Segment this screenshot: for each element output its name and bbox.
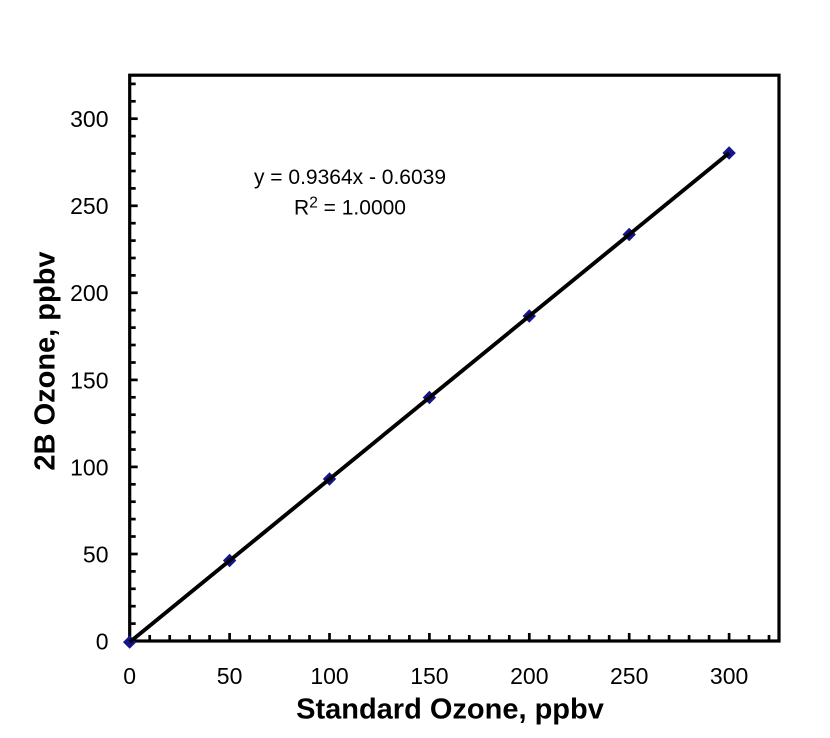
svg-text:2B Ozone, ppbv: 2B Ozone, ppbv bbox=[30, 251, 62, 470]
svg-text:y = 0.9364x - 0.6039: y = 0.9364x - 0.6039 bbox=[254, 166, 446, 189]
svg-text:150: 150 bbox=[70, 367, 108, 393]
svg-text:250: 250 bbox=[610, 663, 648, 689]
svg-text:300: 300 bbox=[710, 663, 748, 689]
svg-text:50: 50 bbox=[217, 663, 243, 689]
svg-text:200: 200 bbox=[510, 663, 548, 689]
svg-text:100: 100 bbox=[70, 454, 108, 480]
svg-text:250: 250 bbox=[70, 193, 108, 219]
svg-text:100: 100 bbox=[310, 663, 348, 689]
svg-text:0: 0 bbox=[96, 628, 109, 654]
svg-text:150: 150 bbox=[410, 663, 448, 689]
svg-text:200: 200 bbox=[70, 280, 108, 306]
svg-text:0: 0 bbox=[123, 663, 136, 689]
svg-text:R2 = 1.0000: R2 = 1.0000 bbox=[294, 195, 406, 220]
svg-text:300: 300 bbox=[70, 106, 108, 132]
svg-text:50: 50 bbox=[83, 541, 109, 567]
svg-text:Standard Ozone, ppbv: Standard Ozone, ppbv bbox=[296, 694, 604, 726]
